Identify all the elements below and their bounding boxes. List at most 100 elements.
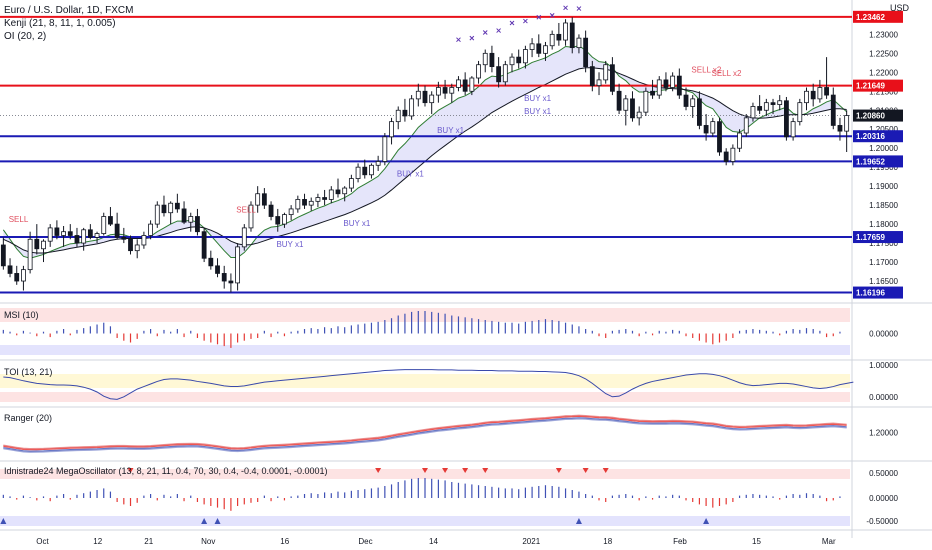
x-tick-label: 14 [429,537,438,546]
candle-body [355,166,361,179]
candle-body [837,125,843,132]
toi-pane-label[interactable]: TOI (13, 21) [4,367,53,377]
candle-body [743,117,749,134]
mega-upper-zone [0,469,850,479]
candle-body [757,106,763,111]
x-tick-label: Dec [358,537,372,546]
symbol-title[interactable]: Euro / U.S. Dollar, 1D, FXCM [4,5,134,16]
x-tick-label: Oct [36,537,49,546]
x-tick-label: Nov [201,537,215,546]
ranger-pane-label[interactable]: Ranger (20) [4,413,53,423]
indicator-kenji-label[interactable]: Kenji (21, 8, 11, 1, 0.005) [4,18,116,29]
mega-sell-arrow [422,468,428,473]
level-price-label: 1.21649 [856,82,885,91]
candle-body [235,246,241,284]
y-tick-label: 1.18000 [869,220,898,229]
candle-body [409,98,415,117]
signal-label: BUY x1 [437,126,465,135]
candle-body [141,235,147,246]
y-tick-label: 1.19500 [869,163,898,172]
candle-body [195,216,200,233]
candle-body [402,109,408,117]
mega-buy-arrow [201,518,208,524]
toi-low-zone [0,392,850,402]
candle-body [435,87,441,96]
msi-pane-label[interactable]: MSI (10) [4,310,39,320]
level-price-label: 1.23462 [856,13,885,22]
candle-body [268,204,274,217]
candle-body [489,52,495,68]
toi-axis-label-top: 1.00000 [869,361,898,370]
candle-body [824,87,829,96]
candle-body [717,121,722,153]
signal-label: BUY x1 [524,94,552,103]
ranger-axis-label: 1.20000 [869,428,898,437]
y-tick-label: 1.16500 [869,277,898,286]
msi-lower-zone [0,345,850,355]
last-price-label: 1.20860 [856,112,885,121]
oi-marker [496,28,501,33]
kenji-band-fill [3,45,847,259]
candle-body [830,94,836,126]
candle-body [382,136,388,162]
megaoscillator-pane-label[interactable]: Idnistrade24 MegaOscillator (13, 8, 21, … [4,466,328,476]
mega-sell-arrow [127,468,134,473]
candle-body [536,43,542,54]
candle-body [221,273,227,282]
candle-body [656,79,662,96]
mega-buy-arrow [703,518,710,524]
mega-buy-arrow [214,518,221,524]
candle-body [429,94,435,104]
candle-body [261,193,267,206]
candle-body [763,102,769,111]
y-tick-label: 1.22000 [869,68,898,77]
candle-body [784,100,789,138]
candle-body [74,235,80,244]
candle-body [522,49,528,64]
ranger-band-line [3,417,847,453]
oi-marker [563,5,568,11]
candle-body [569,22,575,49]
signal-label: BUY x1 [343,219,371,228]
candle-body [663,79,669,88]
chart-legend: Euro / U.S. Dollar, 1D, FXCM Kenji (21, … [4,4,133,43]
y-tick-label: 1.20000 [869,144,898,153]
signal-label: BUY x1 [524,107,552,116]
candle-body [603,64,609,81]
candle-body [804,90,809,104]
signal-label: SELL [236,206,256,215]
x-tick-label: Mar [822,537,836,546]
candle-body [389,121,394,138]
candle-body [148,223,153,236]
candle-body [188,216,194,223]
signal-label: BUY x1 [276,240,304,249]
oi-marker [469,35,475,41]
candle-body [643,90,649,113]
candle-body [342,187,348,195]
candle-body [703,125,709,134]
mega-axis-label-mid: 0.00000 [869,494,898,503]
ranger-band-line [3,415,847,451]
candle-body [54,227,60,236]
currency-label: USD [890,3,910,13]
candle-body [422,90,428,104]
candle-body [750,106,756,119]
mega-axis-label-bottom: -0.50000 [866,517,898,526]
ranger-band-line [3,415,847,450]
x-tick-label: Feb [673,537,687,546]
candle-body [322,197,328,200]
toi-mid-zone [0,374,850,388]
y-tick-label: 1.21500 [869,87,898,96]
y-tick-label: 1.19000 [869,182,898,191]
candle-body [161,204,167,214]
candle-body [589,66,595,86]
candle-body [797,102,803,123]
candle-body [697,98,702,126]
candle-body [442,87,448,94]
mega-sell-arrow [482,468,489,473]
oi-marker [576,6,582,11]
candle-body [174,202,180,210]
candle-body [616,90,622,111]
indicator-oi-label[interactable]: OI (20, 2) [4,31,47,42]
oi-marker [482,30,488,35]
